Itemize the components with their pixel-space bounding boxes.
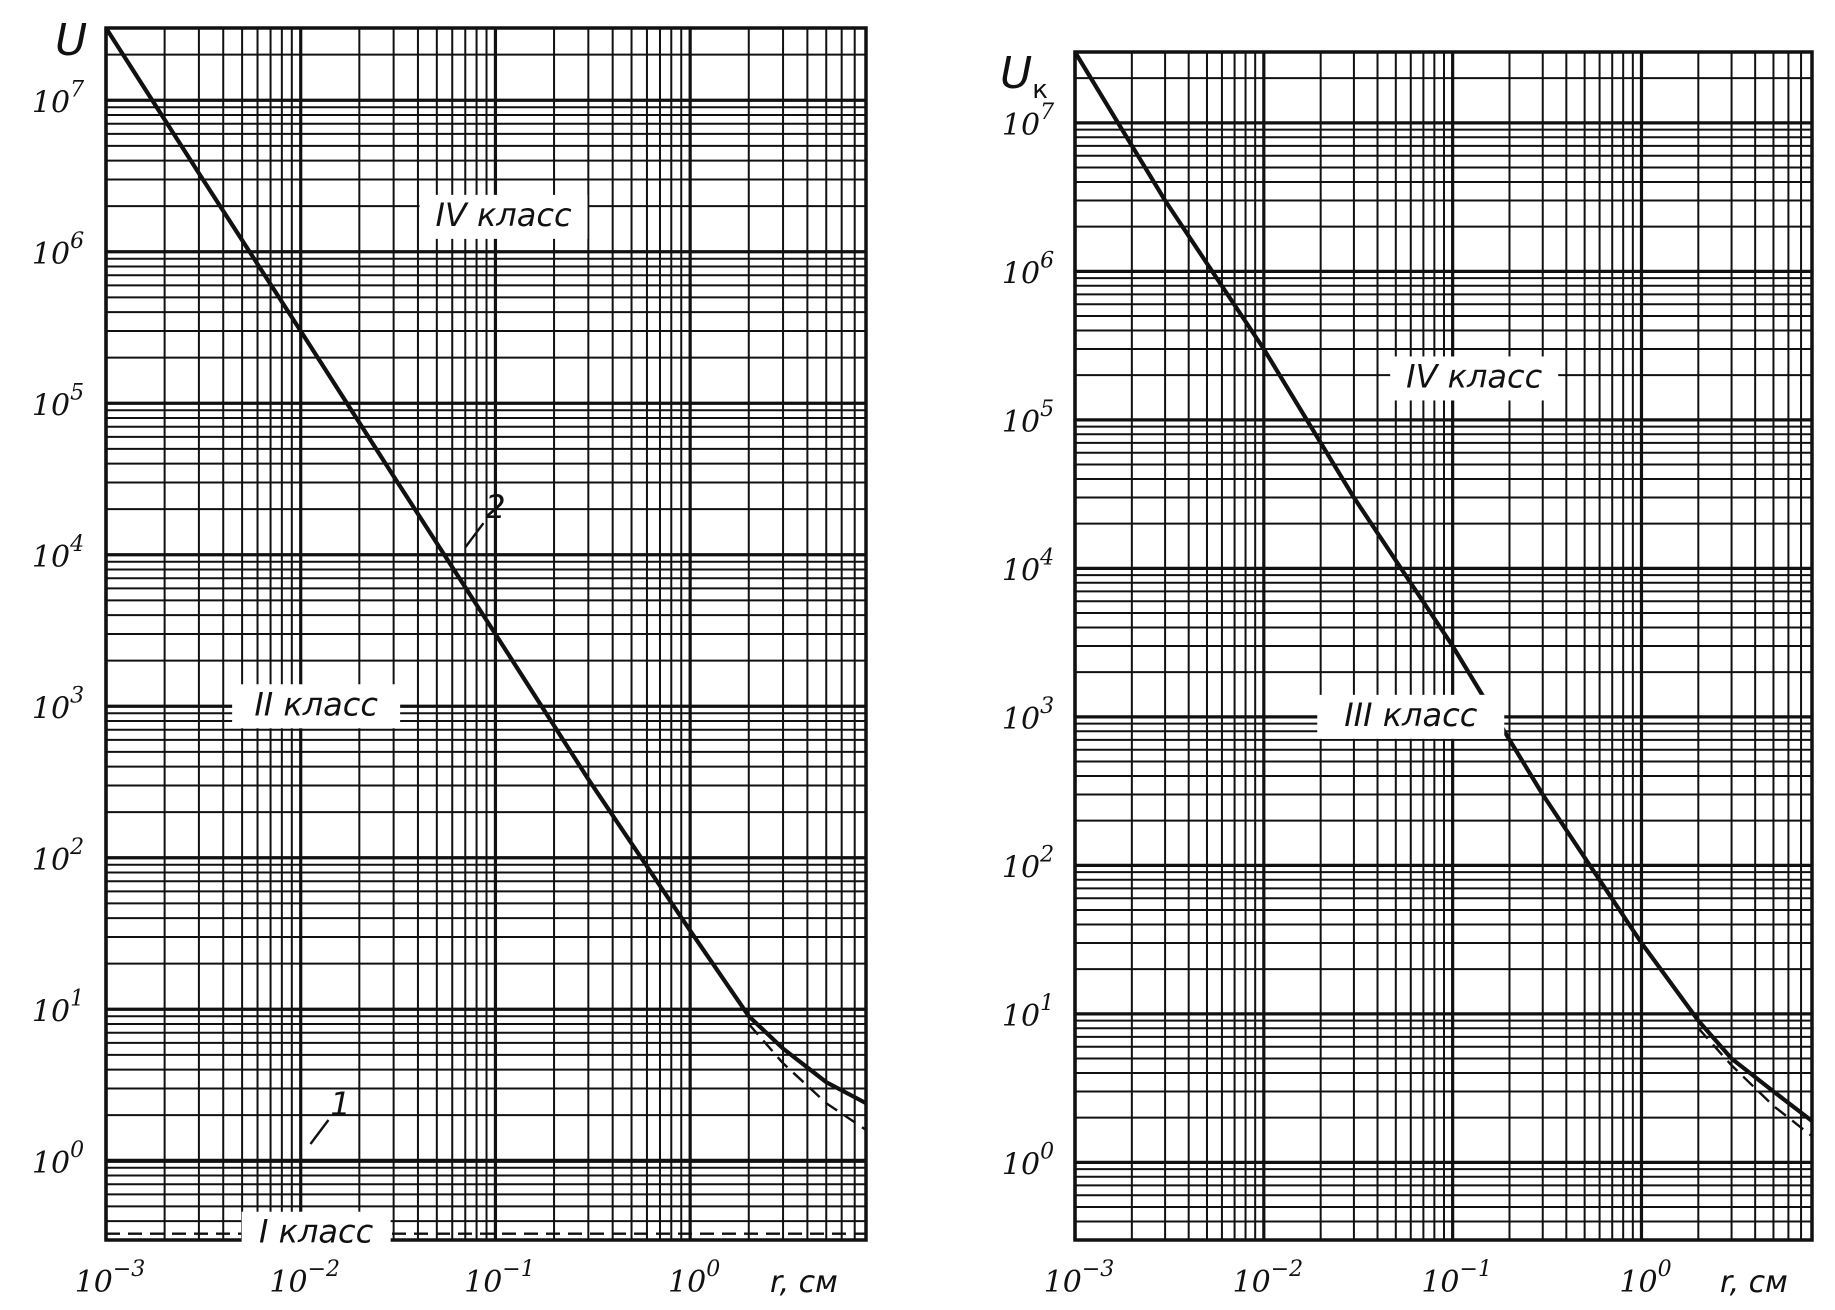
region-label: IV класс <box>435 196 571 234</box>
y-tick-labels: 100 101 102 103 104 105 106 107 <box>1002 100 1054 1183</box>
grid <box>1073 51 1813 1241</box>
grid <box>104 27 867 1241</box>
region-label-background <box>1317 694 1505 739</box>
series-line-0-solid <box>1073 50 1814 1123</box>
y-tick-label: 103 <box>1002 694 1054 737</box>
series-line-1-dashed <box>747 1023 867 1131</box>
plot-frame <box>104 26 868 1242</box>
curve-number-label: 1 <box>330 1085 350 1123</box>
y-tick-label: 106 <box>1002 248 1054 291</box>
region-label: II класс <box>254 685 378 723</box>
y-tick-label: 105 <box>1002 397 1054 440</box>
y-tick-label: 106 <box>32 229 84 272</box>
curve-leader-line <box>464 522 485 548</box>
y-tick-labels: 100 101 102 103 104 105 106 107 <box>32 77 84 1181</box>
y-tick-label: 101 <box>1002 991 1054 1034</box>
series-group <box>104 26 867 1235</box>
y-tick-label: 107 <box>32 77 84 120</box>
region-label-background <box>419 194 588 239</box>
x-tick-label: 100 <box>668 1257 720 1300</box>
x-tick-labels: 10−3 10−2 10−1 100 <box>1044 1257 1672 1300</box>
y-tick-label: 104 <box>32 532 84 575</box>
curve-leader-line <box>309 1119 330 1145</box>
series-group <box>1073 50 1814 1138</box>
region-label: I класс <box>259 1213 374 1251</box>
x-tick-labels: 10−3 10−2 10−1 100 <box>75 1257 721 1300</box>
x-tick-label: 10−2 <box>1233 1257 1304 1300</box>
y-tick-label: 100 <box>32 1138 84 1181</box>
region-label: III класс <box>1344 696 1477 734</box>
series-line-0-solid <box>104 26 867 1106</box>
y-tick-label: 100 <box>1002 1139 1054 1182</box>
region-label-background <box>241 1211 391 1256</box>
x-axis-title: r, см <box>1720 1265 1788 1300</box>
curve-number-label: 2 <box>485 488 505 526</box>
region-label-background <box>232 684 401 729</box>
y-axis-title: U <box>55 15 87 66</box>
x-tick-label: 10−1 <box>464 1257 535 1300</box>
y-tick-label: 102 <box>1002 842 1054 885</box>
y-tick-label: 105 <box>32 380 84 423</box>
x-axis-title: r, см <box>770 1265 838 1300</box>
y-tick-label: 102 <box>32 835 84 878</box>
x-tick-label: 100 <box>1619 1257 1671 1300</box>
region-label: IV класс <box>1406 357 1542 395</box>
plot-frame <box>1073 50 1814 1242</box>
x-tick-label: 10−3 <box>1044 1257 1115 1300</box>
y-tick-label: 101 <box>32 986 84 1029</box>
series-line-1-dashed <box>1697 1027 1813 1138</box>
region-label-background <box>1390 356 1559 401</box>
x-tick-label: 10−1 <box>1421 1257 1492 1300</box>
y-tick-label: 107 <box>1002 100 1054 143</box>
annotations: IV класс II класс I класс 2 1 <box>232 194 588 1256</box>
y-tick-label: 104 <box>1002 545 1054 588</box>
x-tick-label: 10−2 <box>269 1257 340 1300</box>
x-tick-label: 10−3 <box>75 1257 146 1300</box>
annotations: IV класс III класс <box>1317 356 1559 739</box>
y-tick-label: 103 <box>32 683 84 726</box>
y-axis-title: Uк <box>1000 48 1048 105</box>
left-chart: IV класс II класс I класс 2 1 100 101 102 103 104… <box>32 15 868 1300</box>
